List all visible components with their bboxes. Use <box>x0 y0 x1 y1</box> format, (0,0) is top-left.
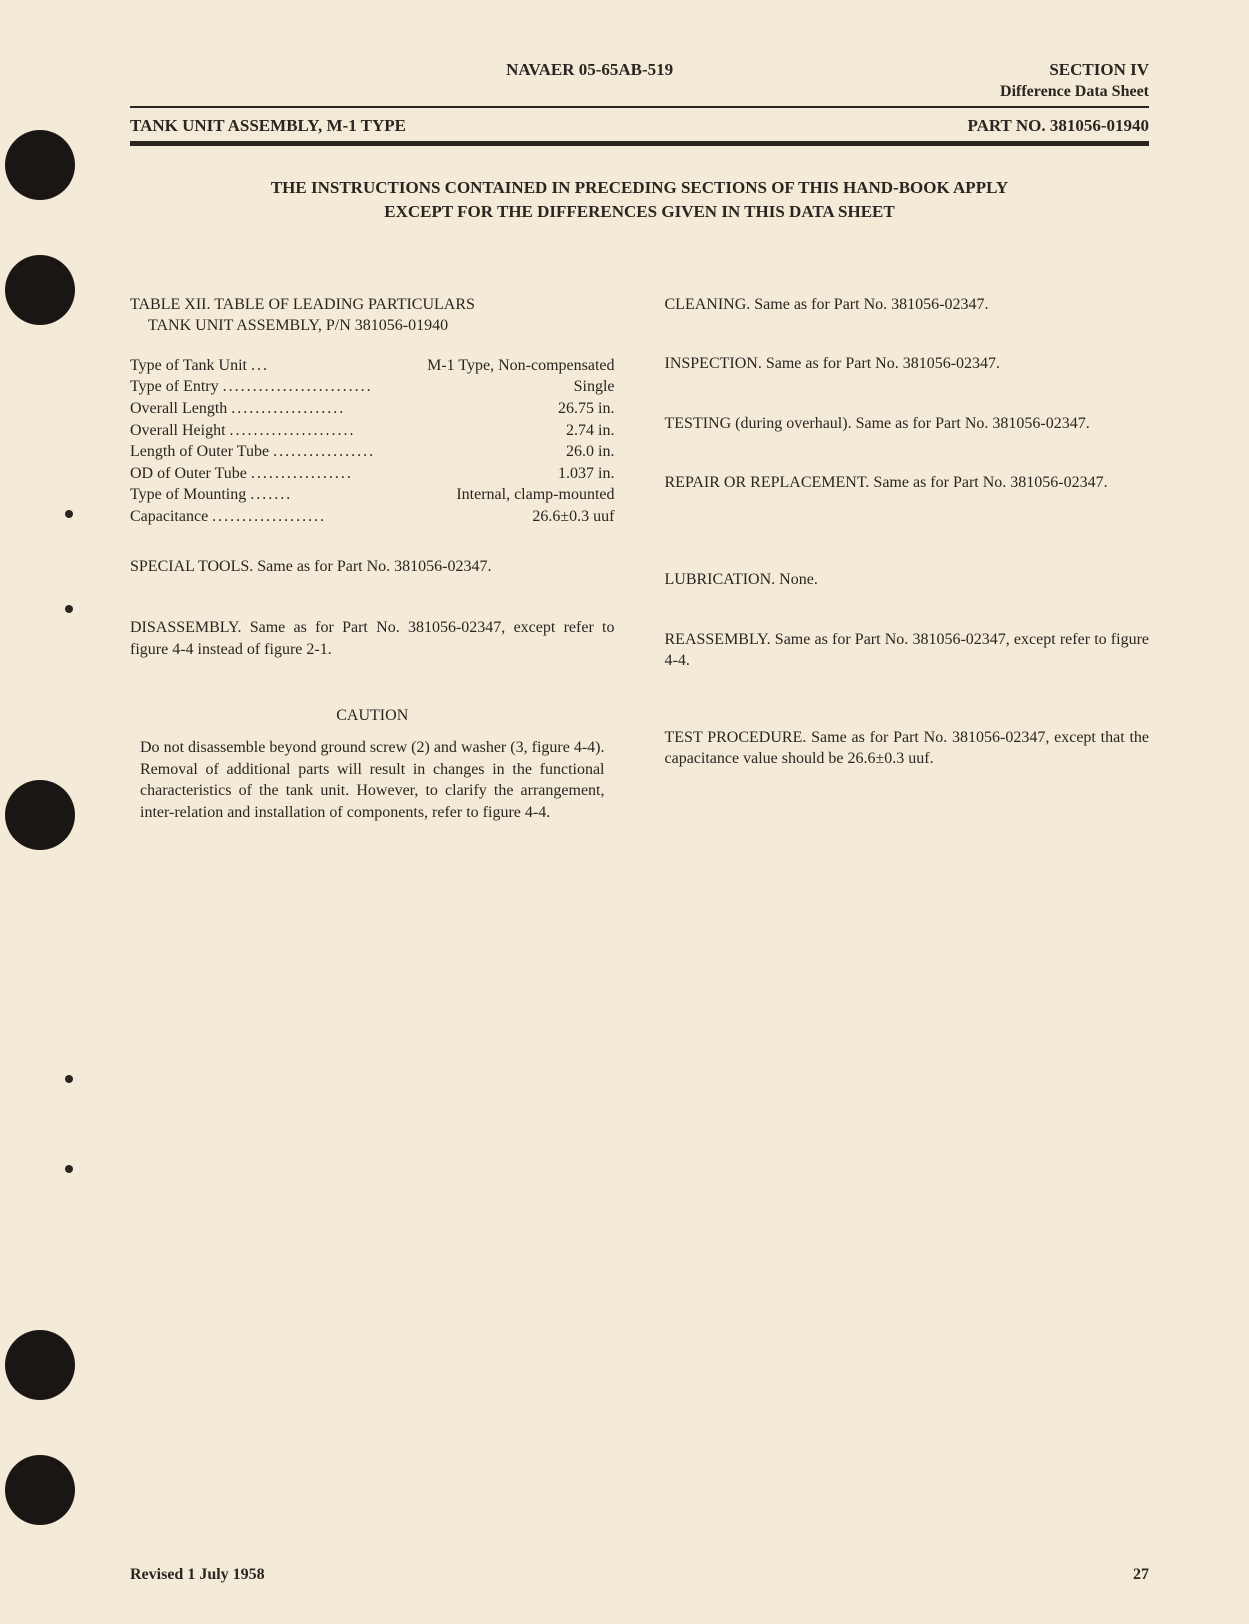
right-column: CLEANING. Same as for Part No. 381056-02… <box>665 294 1150 824</box>
repair-section: REPAIR OR REPLACEMENT. Same as for Part … <box>665 472 1150 494</box>
spec-row: Type of Entry ......................... … <box>130 376 615 398</box>
spec-row: Type of Tank Unit ... M-1 Type, Non-comp… <box>130 355 615 377</box>
spec-value: 26.0 in. <box>566 441 614 463</box>
spec-label: Overall Length <box>130 398 227 420</box>
spec-value: 1.037 in. <box>558 463 614 485</box>
revised-date: Revised 1 July 1958 <box>130 1566 265 1584</box>
spec-row: Type of Mounting ....... Internal, clamp… <box>130 484 615 506</box>
spec-value: Single <box>574 376 615 398</box>
spec-dots: ..................... <box>226 420 567 442</box>
spec-value: 26.75 in. <box>558 398 614 420</box>
spec-dots: ... <box>247 355 427 377</box>
lubrication-section: LUBRICATION. None. <box>665 569 1150 591</box>
inspection-section: INSPECTION. Same as for Part No. 381056-… <box>665 353 1150 375</box>
testing-section: TESTING (during overhaul). Same as for P… <box>665 413 1150 435</box>
page-number: 27 <box>1133 1566 1149 1584</box>
spec-dots: ................... <box>227 398 558 420</box>
caution-title: CAUTION <box>130 705 615 727</box>
disassembly-section: DISASSEMBLY. Same as for Part No. 381056… <box>130 617 615 660</box>
page-header: NAVAER 05-65AB-519 SECTION IV <box>130 60 1149 80</box>
special-tools-section: SPECIAL TOOLS. Same as for Part No. 3810… <box>130 556 615 578</box>
page-footer: Revised 1 July 1958 27 <box>130 1566 1149 1584</box>
assembly-title: TANK UNIT ASSEMBLY, M-1 TYPE <box>130 116 406 136</box>
spec-row: Length of Outer Tube ................. 2… <box>130 441 615 463</box>
part-number: PART NO. 381056-01940 <box>967 116 1149 136</box>
table-title-line2: TANK UNIT ASSEMBLY, P/N 381056-01940 <box>130 315 615 337</box>
cleaning-section: CLEANING. Same as for Part No. 381056-02… <box>665 294 1150 316</box>
spec-label: Capacitance <box>130 506 208 528</box>
main-instruction: THE INSTRUCTIONS CONTAINED IN PRECEDING … <box>260 176 1019 224</box>
spec-label: OD of Outer Tube <box>130 463 247 485</box>
spec-dots: ....... <box>246 484 456 506</box>
test-procedure-section: TEST PROCEDURE. Same as for Part No. 381… <box>665 727 1150 770</box>
spec-row: Overall Height ..................... 2.7… <box>130 420 615 442</box>
spec-dots: ......................... <box>219 376 574 398</box>
spec-value: Internal, clamp-mounted <box>456 484 614 506</box>
content-columns: TABLE XII. TABLE OF LEADING PARTICULARS … <box>130 294 1149 824</box>
table-title: TABLE XII. TABLE OF LEADING PARTICULARS … <box>130 294 615 337</box>
spec-value: 26.6±0.3 uuf <box>532 506 614 528</box>
section-label: SECTION IV <box>1049 60 1149 80</box>
spec-row: Overall Length ................... 26.75… <box>130 398 615 420</box>
left-column: TABLE XII. TABLE OF LEADING PARTICULARS … <box>130 294 615 824</box>
divider-thick <box>130 141 1149 146</box>
header-subtitle: Difference Data Sheet <box>130 83 1149 101</box>
spec-dots: ................. <box>269 441 566 463</box>
spec-value: 2.74 in. <box>566 420 614 442</box>
spec-label: Overall Height <box>130 420 226 442</box>
spec-label: Length of Outer Tube <box>130 441 269 463</box>
caution-body: Do not disassemble beyond ground screw (… <box>130 737 615 823</box>
spec-row: OD of Outer Tube ................. 1.037… <box>130 463 615 485</box>
spec-dots: ................. <box>247 463 558 485</box>
doc-number: NAVAER 05-65AB-519 <box>130 60 1049 80</box>
title-row: TANK UNIT ASSEMBLY, M-1 TYPE PART NO. 38… <box>130 116 1149 136</box>
spec-label: Type of Entry <box>130 376 219 398</box>
specs-table: Type of Tank Unit ... M-1 Type, Non-comp… <box>130 355 615 528</box>
reassembly-section: REASSEMBLY. Same as for Part No. 381056-… <box>665 629 1150 672</box>
spec-dots: ................... <box>208 506 532 528</box>
spec-label: Type of Tank Unit <box>130 355 247 377</box>
table-title-line1: TABLE XII. TABLE OF LEADING PARTICULARS <box>130 294 615 316</box>
spec-value: M-1 Type, Non-compensated <box>427 355 614 377</box>
document-page: NAVAER 05-65AB-519 SECTION IV Difference… <box>0 0 1249 1624</box>
spec-label: Type of Mounting <box>130 484 246 506</box>
divider <box>130 106 1149 108</box>
spec-row: Capacitance ................... 26.6±0.3… <box>130 506 615 528</box>
